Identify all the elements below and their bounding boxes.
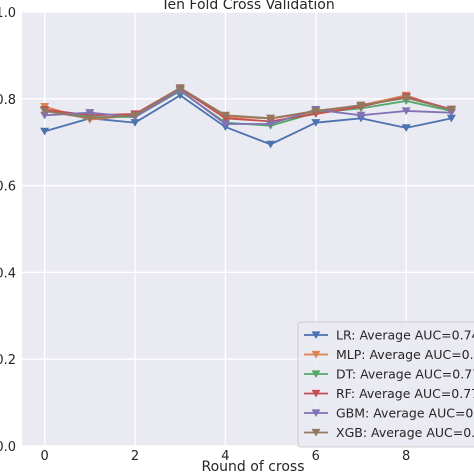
legend-marker [311,370,321,379]
data-point [446,106,456,114]
data-point [130,119,140,127]
x-tick-label: 4 [221,449,229,464]
legend-entry: MLP: Average AUC=0.771 [304,347,474,362]
data-point [266,140,276,149]
x-tick-label: 2 [131,449,139,464]
legend-label: DT: Average AUC=0.771 [336,367,474,382]
legend-label: LR: Average AUC=0.745 [336,328,474,343]
data-point [40,111,50,120]
tick-labels: 0.0 0.2 0.4 0.6 0.8 1.0 0 2 4 6 8 [0,6,410,464]
x-tick-label: 6 [312,449,320,464]
series-5 [40,84,456,123]
data-point [266,120,276,129]
data-point [266,114,276,123]
legend: LR: Average AUC=0.745 MLP: Average AUC=0.… [297,321,474,448]
data-point [220,120,230,129]
x-axis-title: Round of cross [202,459,305,474]
series-line [44,86,452,120]
y-tick-label: 0.8 [0,93,16,108]
data-point [311,119,321,127]
legend-entry: GBM: Average AUC=0.76 [304,406,474,421]
legend-label: GBM: Average AUC=0.76 [336,406,474,421]
legend-entry: XGB: Average AUC=0.771 [304,425,474,440]
x-tick-label: 8 [402,449,410,464]
series-line [44,94,452,146]
series-group [40,84,456,149]
series-line [44,89,452,125]
y-tick-label: 1.0 [0,6,16,21]
data-point [311,107,321,116]
data-point [175,84,185,92]
y-tick-label: 0.0 [0,440,16,455]
data-point [401,94,411,102]
data-point [85,114,95,123]
data-point [356,111,366,120]
legend-label: XGB: Average AUC=0.771 [336,425,474,440]
legend-entry: LR: Average AUC=0.745 [304,328,474,343]
data-point [40,107,50,116]
x-tick-label: 0 [40,449,48,464]
legend-marker [311,389,321,398]
data-point [220,111,230,120]
legend-entry: DT: Average AUC=0.771 [304,367,474,382]
y-tick-label: 0.6 [0,180,16,195]
data-point [130,111,140,120]
y-tick-label: 0.2 [0,353,16,368]
legend-marker [311,428,321,437]
data-point [40,127,50,136]
legend-label: MLP: Average AUC=0.771 [336,347,474,362]
data-point [401,107,411,116]
legend-entry: RF: Average AUC=0.775 [304,386,474,401]
legend-marker [311,409,321,418]
legend-marker [311,331,321,340]
data-point [401,124,411,132]
data-point [356,101,366,110]
legend-label: RF: Average AUC=0.775 [336,386,474,401]
data-point [85,109,95,117]
chart-title: Ten Fold Cross Validation [160,0,334,13]
y-tick-label: 0.4 [0,266,16,281]
data-point [446,114,456,123]
legend-box [297,321,474,448]
legend-marker [311,350,321,359]
